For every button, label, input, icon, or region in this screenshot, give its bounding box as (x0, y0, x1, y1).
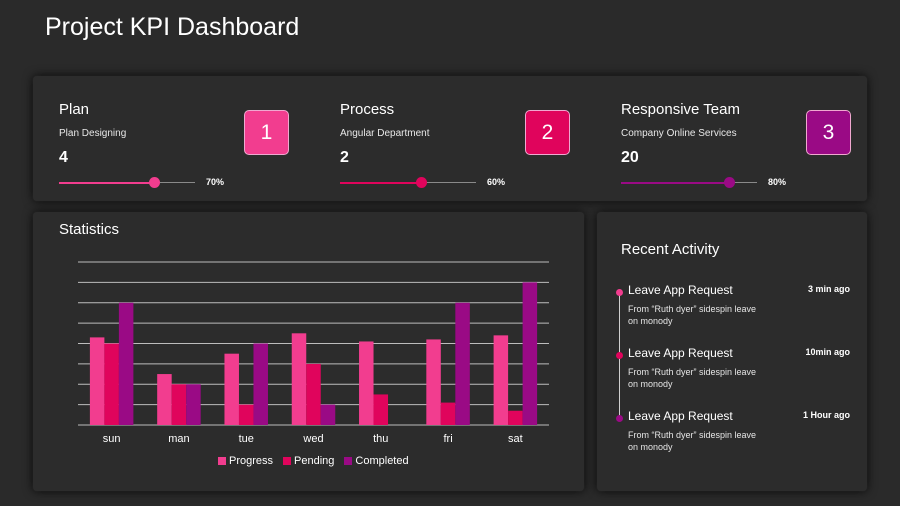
bar-progress-sat[interactable] (493, 335, 509, 425)
legend-swatch (283, 457, 292, 465)
kpi-value: 4 (59, 149, 68, 166)
statistics-card: Statistics sun man tue wed thu fri sat Progres… (33, 212, 584, 491)
legend-swatch (218, 457, 226, 465)
kpi-title: Plan (59, 101, 90, 118)
chart-legend: Progress Pending Completed (218, 455, 409, 467)
activity-time: 3 min ago (807, 284, 850, 294)
x-tick-label: sun (103, 433, 121, 445)
legend-item-pending[interactable]: Pending (283, 455, 334, 467)
legend-label: Progress (229, 455, 274, 467)
kpi-title: Process (340, 101, 395, 118)
legend-item-progress[interactable]: Progress (218, 455, 273, 467)
bar-completed-sun[interactable] (118, 302, 134, 425)
legend-label: Completed (355, 455, 409, 467)
bar-progress-man[interactable] (157, 374, 172, 425)
slider-thumb[interactable] (148, 177, 160, 188)
activity-description: From “Ruth dyer” sidespin leave on monod… (628, 430, 757, 452)
x-tick-label: thu (373, 433, 388, 445)
kpi-summary-card: Plan Plan Designing 4 1 70% Process Angu… (33, 76, 867, 201)
bar-progress-fri[interactable] (426, 339, 441, 425)
kpi-subtitle: Plan Designing (59, 128, 127, 139)
x-tick-label: wed (302, 433, 323, 445)
bar-pending-man[interactable] (171, 384, 187, 425)
bar-completed-wed[interactable] (320, 404, 336, 425)
bar-pending-sun[interactable] (104, 343, 119, 426)
x-tick-label: sat (508, 433, 523, 445)
kpi-progress-slider[interactable] (59, 177, 195, 188)
kpi-percent-label: 80% (768, 177, 787, 187)
legend-label: Pending (294, 455, 335, 467)
slider-fill (59, 181, 155, 184)
recent-activity-card: Recent Activity Leave App Request 3 min … (597, 212, 867, 491)
page-title: Project KPI Dashboard (45, 13, 300, 41)
x-tick-label: fri (443, 433, 452, 445)
timeline-dot (616, 352, 623, 359)
kpi-progress-slider[interactable] (340, 177, 476, 188)
kpi-badge: 1 (244, 110, 289, 155)
bar-pending-fri[interactable] (440, 402, 456, 425)
kpi-plan: Plan Plan Designing 4 1 70% (59, 76, 319, 201)
activity-item[interactable]: Leave App Request 1 Hour ago From “Ruth … (597, 409, 867, 469)
activity-title: Leave App Request (628, 346, 733, 360)
activity-item[interactable]: Leave App Request 10min ago From “Ruth d… (597, 346, 867, 406)
bar-completed-man[interactable] (186, 384, 201, 425)
kpi-progress-slider[interactable] (621, 177, 757, 188)
bar-completed-sat[interactable] (522, 282, 538, 425)
statistics-title: Statistics (59, 221, 120, 238)
timeline-dot (616, 415, 623, 422)
bar-progress-thu[interactable] (359, 341, 374, 425)
bar-completed-fri[interactable] (455, 302, 470, 425)
kpi-subtitle: Angular Department (340, 128, 430, 139)
activity-item[interactable]: Leave App Request 3 min ago From “Ruth d… (597, 283, 867, 343)
bar-progress-tue[interactable] (224, 353, 239, 425)
slider-fill (340, 181, 422, 184)
slider-thumb[interactable] (724, 177, 736, 188)
kpi-subtitle: Company Online Services (621, 128, 737, 139)
bar-pending-tue[interactable] (238, 404, 254, 425)
kpi-percent-label: 70% (206, 177, 225, 187)
kpi-badge: 3 (806, 110, 851, 155)
kpi-badge: 2 (525, 110, 570, 155)
bar-pending-thu[interactable] (373, 394, 389, 425)
timeline-dot (616, 289, 623, 296)
x-tick-label: man (168, 433, 189, 445)
slider-thumb[interactable] (416, 177, 428, 188)
bar-pending-wed[interactable] (306, 363, 321, 425)
statistics-bar-chart: sun man tue wed thu fri sat (78, 261, 549, 445)
kpi-value: 2 (340, 149, 349, 166)
legend-item-completed[interactable]: Completed (344, 455, 409, 467)
activity-time: 1 Hour ago (802, 410, 850, 420)
bar-pending-sat[interactable] (508, 410, 523, 425)
kpi-value: 20 (621, 149, 639, 166)
recent-activity-title: Recent Activity (621, 241, 720, 258)
activity-description: From “Ruth dyer” sidespin leave on monod… (628, 304, 757, 326)
kpi-title: Responsive Team (621, 101, 740, 118)
kpi-responsive-team: Responsive Team Company Online Services … (621, 76, 881, 201)
slider-fill (621, 181, 730, 184)
legend-swatch (344, 457, 353, 465)
activity-title: Leave App Request (628, 409, 733, 423)
activity-description: From “Ruth dyer” sidespin leave on monod… (628, 367, 757, 389)
bar-progress-wed[interactable] (291, 333, 307, 425)
activity-time: 10min ago (805, 347, 850, 357)
kpi-percent-label: 60% (487, 177, 506, 187)
x-tick-label: tue (239, 433, 254, 445)
activity-title: Leave App Request (628, 283, 733, 297)
bar-completed-tue[interactable] (253, 343, 268, 426)
bar-progress-sun[interactable] (89, 337, 105, 425)
kpi-process: Process Angular Department 2 2 60% (340, 76, 600, 201)
